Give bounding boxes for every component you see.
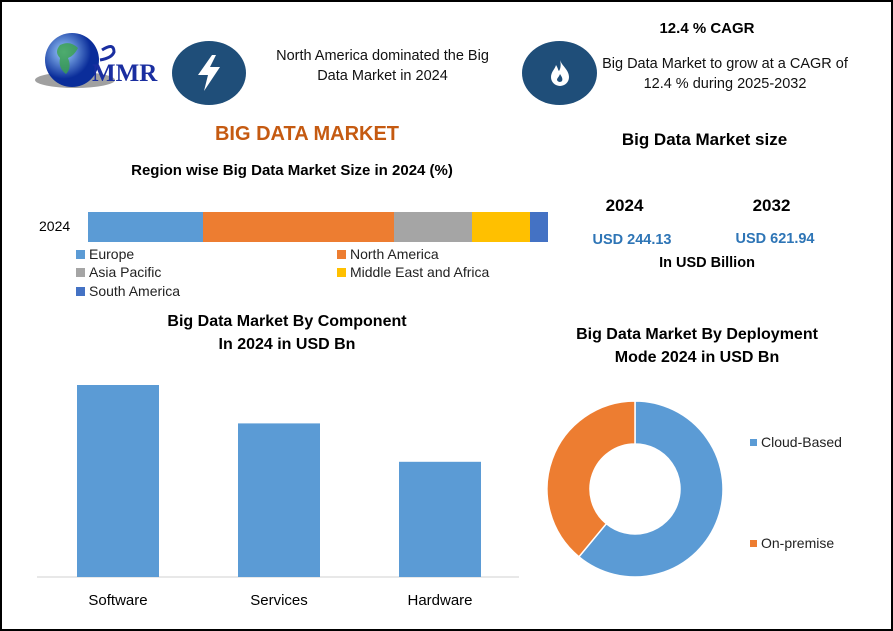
mmr-logo: MMR bbox=[30, 30, 170, 100]
title-line: Big Data Market By Deployment bbox=[576, 326, 818, 343]
slice-on-premise bbox=[546, 400, 636, 558]
legend-north-america: North America bbox=[337, 246, 439, 262]
legend-label: South America bbox=[89, 283, 181, 299]
fact-north-america: North America dominated the Big Data Mar… bbox=[276, 48, 489, 84]
bar-hardware bbox=[399, 461, 481, 577]
tick-label: Services bbox=[250, 592, 308, 609]
component-bar-chart: Software Services Hardware bbox=[37, 385, 519, 609]
region-stacked-bar bbox=[88, 212, 548, 242]
tick-label: Software bbox=[88, 592, 147, 609]
region-category-label: 2024 bbox=[39, 218, 71, 234]
legend-mea: Middle East and Africa bbox=[337, 264, 489, 280]
year-2032: 2032 bbox=[752, 196, 791, 215]
legend-label: Asia Pacific bbox=[89, 264, 162, 280]
legend-on-premise: On-premise bbox=[750, 535, 834, 551]
main-title: BIG DATA MARKET bbox=[214, 123, 400, 145]
legend-label: North America bbox=[350, 246, 439, 262]
deployment-donut-chart bbox=[546, 400, 724, 578]
legend-label: Middle East and Africa bbox=[350, 264, 490, 280]
title-line: In 2024 in USD Bn bbox=[218, 336, 356, 353]
segment-south-america bbox=[529, 212, 548, 242]
bar-software bbox=[77, 385, 159, 577]
segment-middle-east-and-africa bbox=[472, 212, 530, 242]
legend-asia-pacific: Asia Pacific bbox=[76, 264, 161, 280]
fact-cagr: Big Data Market to grow at a CAGR of 12.… bbox=[602, 56, 848, 92]
legend-south-america: South America bbox=[76, 283, 180, 299]
tick-label: Hardware bbox=[407, 592, 472, 609]
component-chart-title: Big Data Market By Component In 2024 in … bbox=[122, 310, 452, 356]
globe-icon bbox=[35, 33, 116, 88]
value-2032: USD 621.94 bbox=[735, 231, 815, 247]
segment-europe bbox=[88, 212, 203, 242]
legend-label: Europe bbox=[89, 246, 135, 262]
year-2024: 2024 bbox=[605, 196, 644, 215]
slice-cloud-based bbox=[577, 400, 724, 578]
legend-label: Cloud-Based bbox=[761, 434, 842, 450]
legend-europe: Europe bbox=[76, 246, 134, 262]
title-line: Big Data Market By Component bbox=[167, 313, 407, 330]
title-line: Mode 2024 in USD Bn bbox=[614, 349, 780, 366]
logo-text: MMR bbox=[92, 60, 158, 87]
legend-label: On-premise bbox=[761, 535, 835, 551]
unit-label: In USD Billion bbox=[659, 255, 755, 271]
market-size-title: Big Data Market size bbox=[621, 130, 788, 149]
value-2024: USD 244.13 bbox=[592, 232, 672, 248]
cagr-title: 12.4 % CAGR bbox=[659, 20, 755, 37]
region-chart-title: Region wise Big Data Market Size in 2024… bbox=[131, 162, 453, 179]
segment-asia-pacific bbox=[393, 212, 473, 242]
bar-services bbox=[238, 423, 320, 577]
legend-cloud-based: Cloud-Based bbox=[750, 434, 842, 450]
deployment-chart-title: Big Data Market By Deployment Mode 2024 … bbox=[542, 323, 852, 369]
fire-icon bbox=[522, 41, 597, 105]
segment-north-america bbox=[203, 212, 394, 242]
lightning-icon bbox=[172, 41, 246, 105]
